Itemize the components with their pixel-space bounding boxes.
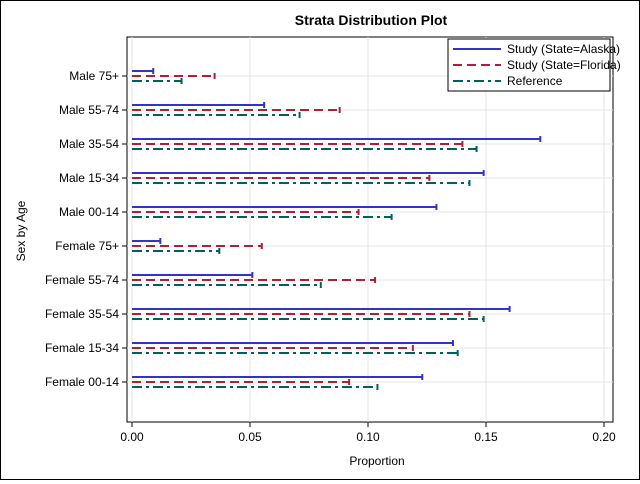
bar [132,282,322,288]
x-tick-label: 0.00 [120,430,144,444]
bar [132,277,377,283]
bar [132,209,360,215]
x-tick-label: 0.10 [356,430,380,444]
y-tick-label: Male 75+ [69,69,119,83]
y-tick-label: Male 00-14 [59,205,119,219]
bar [132,311,471,317]
bar [132,214,393,220]
bar [132,272,254,278]
bar [132,146,478,152]
bars-layer [132,68,542,390]
bar [132,345,414,351]
bar [132,175,431,181]
y-tick-label: Male 15-34 [59,171,119,185]
bar [132,374,424,380]
bar [132,73,216,79]
y-tick-label: Female 00-14 [45,375,119,389]
bar [132,340,454,346]
x-tick-label: 0.05 [238,430,262,444]
legend: Study (State=Alaska) Study (State=Florida… [447,38,621,92]
y-tick-label: Male 35-54 [59,137,119,151]
bar [132,180,471,186]
y-axis: Male 75+ Male 55-74 Male 35-54 Male 15-34 Ma… [45,69,127,389]
bar [132,136,542,142]
chart-title: Strata Distribution Plot [295,12,448,28]
bar [132,102,266,108]
bar [132,248,221,254]
x-tick-label: 0.15 [474,430,498,444]
bar [132,316,485,322]
bar [132,112,301,118]
x-tick-label: 0.20 [592,430,616,444]
bar [132,243,263,249]
y-tick-label: Female 55-74 [45,273,119,287]
legend-label: Reference [507,74,563,88]
y-tick-label: Female 15-34 [45,341,119,355]
bar [132,306,511,312]
bar [132,78,183,84]
bar [132,238,162,244]
bar [132,350,459,356]
x-axis: 0.00 0.05 0.10 0.15 0.20 [120,422,616,444]
legend-label: Study (State=Alaska) [507,42,620,56]
y-axis-label: Sex by Age [14,200,28,261]
x-axis-label: Proportion [349,454,404,468]
bar [132,170,485,176]
bar [132,204,438,210]
bar [132,379,351,385]
bar [132,107,341,113]
y-tick-label: Female 35-54 [45,307,119,321]
y-tick-label: Female 75+ [55,239,119,253]
legend-label: Study (State=Florida) [507,58,621,72]
y-tick-label: Male 55-74 [59,103,119,117]
bar [132,68,155,74]
bar [132,141,464,147]
bar [132,384,379,390]
plot-area [126,36,614,423]
